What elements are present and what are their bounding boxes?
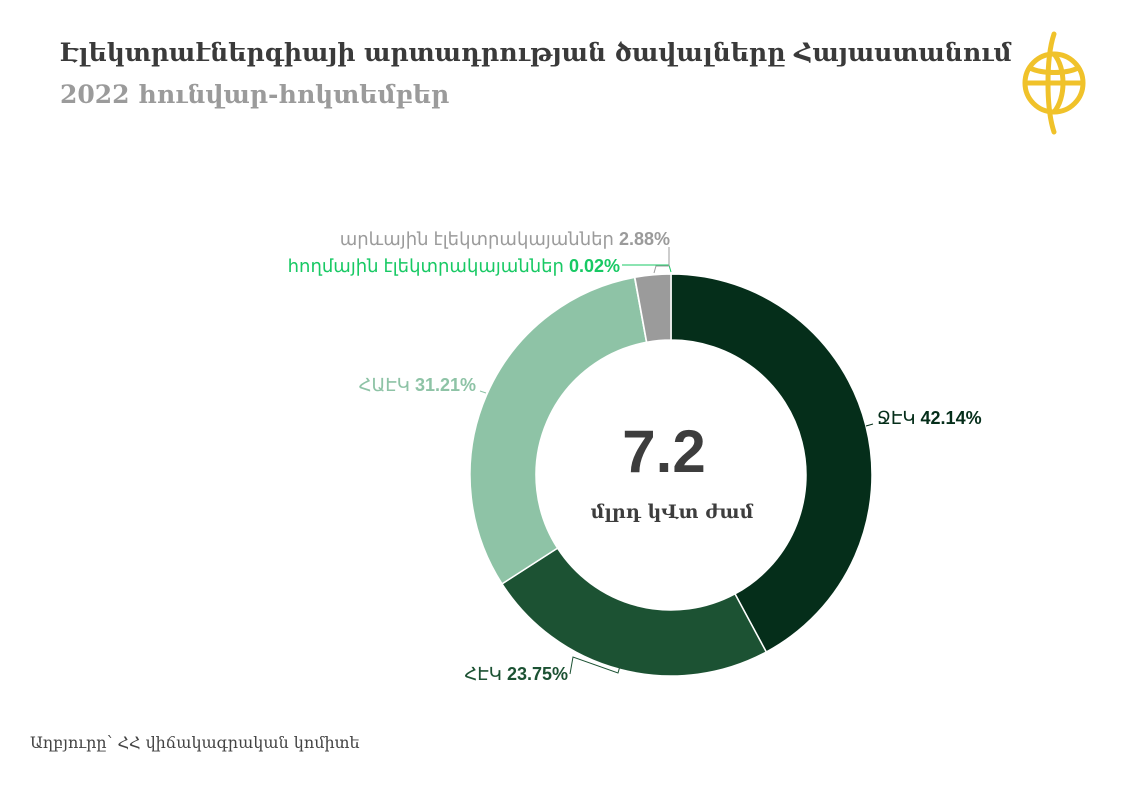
slice-label-name-3: հողմային էլեկտրակայաններ (288, 256, 569, 276)
slice-label-value-2: 31.21% (415, 375, 476, 395)
slice-label-2: ՀԱԷԿ 31.21% (359, 375, 476, 395)
leader-line-1 (569, 656, 621, 675)
slice-label-value-1: 23.75% (507, 664, 568, 684)
slice-label-0: ՋԷԿ 42.14% (877, 408, 982, 428)
slice-1 (501, 547, 768, 677)
source-note: Աղբյուրը՝ ՀՀ վիճակագրական կոմիտե (30, 733, 360, 752)
slice-label-name-4: արևային էլեկտրակայաններ (340, 229, 619, 249)
slice-label-name-0: ՋԷԿ (877, 408, 921, 428)
slice-label-3: հողմային էլեկտրակայաններ 0.02% (288, 256, 620, 276)
globe-emblem-icon (1022, 31, 1086, 135)
slice-4 (633, 273, 672, 344)
leader-line-4 (653, 247, 670, 274)
leader-line-0 (865, 423, 874, 427)
slice-0 (670, 273, 873, 653)
chart-title: Էլեկտրաէներգիայի արտադրության ծավալները … (60, 38, 1012, 67)
slice-label-1: ՀԷԿ 23.75% (464, 664, 568, 684)
slice-label-name-2: ՀԱԷԿ (359, 375, 415, 395)
chart-subtitle: 2022 հունվար-հոկտեմբեր (60, 80, 450, 109)
center-value: 7.2 (622, 418, 705, 485)
slice-label-name-1: ՀԷԿ (464, 664, 507, 684)
leader-line-2 (479, 390, 487, 394)
slice-2 (469, 276, 648, 585)
slice-label-4: արևային էլեկտրակայաններ 2.88% (340, 229, 670, 249)
slice-label-value-4: 2.88% (619, 229, 670, 249)
slice-label-value-0: 42.14% (921, 408, 982, 428)
slice-label-value-3: 0.02% (569, 256, 620, 276)
center-unit: մլրդ կՎտ ժամ (591, 501, 754, 523)
